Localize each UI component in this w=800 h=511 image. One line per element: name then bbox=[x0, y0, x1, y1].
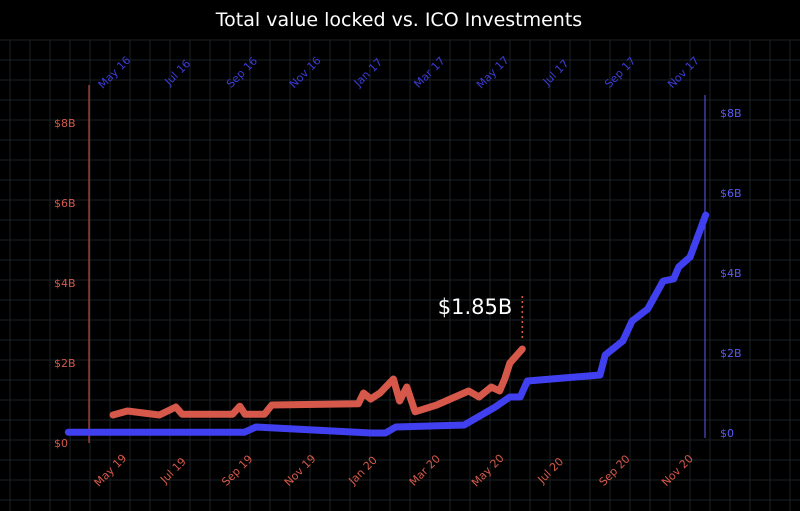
top-axis-tick-label: May 16 bbox=[96, 54, 134, 92]
left-axis-tick-label: $0 bbox=[54, 437, 68, 450]
chart-title: Total value locked vs. ICO Investments bbox=[215, 9, 582, 31]
left-axis-tick-label: $8B bbox=[54, 117, 76, 130]
right-axis-tick-label: $8B bbox=[720, 107, 742, 120]
right-axis-tick-label: $0 bbox=[720, 427, 734, 440]
chart-grid bbox=[0, 39, 800, 511]
top-axis-tick-label: Jul 16 bbox=[162, 57, 194, 89]
bottom-axis-tick-label: May 19 bbox=[92, 452, 130, 490]
right-axis-tick-label: $4B bbox=[720, 267, 742, 280]
top-axis-tick-label: Jul 17 bbox=[540, 57, 572, 89]
bottom-axis-tick-label: Nov 19 bbox=[282, 452, 319, 489]
bottom-axis-tick-label: Jan 20 bbox=[346, 454, 380, 488]
series-line-red bbox=[109, 345, 526, 419]
series-line-blue bbox=[64, 211, 710, 437]
bottom-axis-tick-label: Sep 20 bbox=[597, 452, 633, 488]
left-axis-tick-label: $2B bbox=[54, 357, 76, 370]
bottom-axis-tick-label: Mar 20 bbox=[407, 452, 443, 488]
top-axis-tick-label: Jan 17 bbox=[351, 56, 385, 90]
bottom-axis-tick-label: May 20 bbox=[469, 452, 507, 490]
top-axis-tick-label: May 17 bbox=[474, 54, 512, 92]
right-axis-tick-label: $6B bbox=[720, 187, 742, 200]
series-layer bbox=[64, 211, 710, 437]
annotation-label: $1.85B bbox=[438, 295, 513, 319]
right-axis-tick-label: $2B bbox=[720, 347, 742, 360]
annotation-layer: $1.85B bbox=[438, 295, 524, 341]
left-axis-tick-label: $6B bbox=[54, 197, 76, 210]
left-axis-tick-label: $4B bbox=[54, 277, 76, 290]
